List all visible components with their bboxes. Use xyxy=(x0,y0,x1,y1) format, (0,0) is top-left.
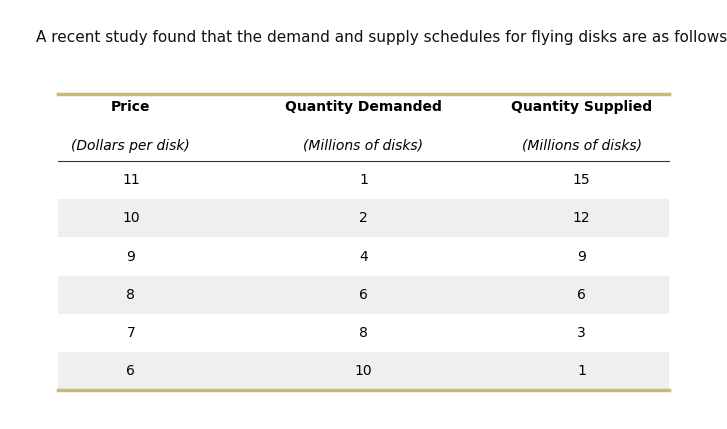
Text: A recent study found that the demand and supply schedules for flying disks are a: A recent study found that the demand and… xyxy=(36,30,727,45)
Text: 11: 11 xyxy=(122,173,140,187)
Text: 1: 1 xyxy=(359,173,368,187)
Text: 9: 9 xyxy=(577,250,586,263)
Text: (Dollars per disk): (Dollars per disk) xyxy=(71,139,190,153)
Text: (Millions of disks): (Millions of disks) xyxy=(303,139,424,153)
Text: 15: 15 xyxy=(573,173,590,187)
Text: 6: 6 xyxy=(577,288,586,302)
Text: 6: 6 xyxy=(359,288,368,302)
Text: 7: 7 xyxy=(126,326,135,340)
FancyBboxPatch shape xyxy=(58,352,669,390)
Text: 3: 3 xyxy=(577,326,586,340)
Text: 8: 8 xyxy=(126,288,135,302)
Text: 10: 10 xyxy=(122,211,140,225)
Text: 8: 8 xyxy=(359,326,368,340)
Text: 1: 1 xyxy=(577,364,586,378)
Text: Quantity Supplied: Quantity Supplied xyxy=(511,100,652,115)
FancyBboxPatch shape xyxy=(58,275,669,314)
Text: 9: 9 xyxy=(126,250,135,263)
Text: 4: 4 xyxy=(359,250,368,263)
Text: 12: 12 xyxy=(573,211,590,225)
Text: 6: 6 xyxy=(126,364,135,378)
Text: (Millions of disks): (Millions of disks) xyxy=(521,139,642,153)
Text: Quantity Demanded: Quantity Demanded xyxy=(285,100,442,115)
FancyBboxPatch shape xyxy=(58,199,669,237)
Text: 2: 2 xyxy=(359,211,368,225)
Text: Price: Price xyxy=(111,100,150,115)
Text: 10: 10 xyxy=(355,364,372,378)
